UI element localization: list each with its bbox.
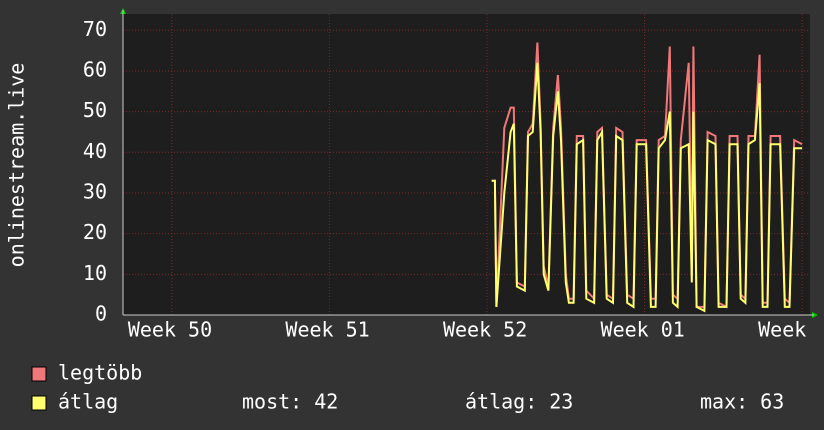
legend-label: átlag — [58, 390, 118, 414]
y-tick-label: 60 — [83, 57, 107, 81]
legend-label: legtöbb — [58, 361, 142, 385]
stat-label: átlag: — [465, 390, 537, 414]
y-tick-label: 10 — [83, 261, 107, 285]
stat-label: most: — [242, 390, 302, 414]
x-tick-label: Week — [758, 318, 806, 342]
y-tick-label: 40 — [83, 139, 107, 163]
legend-swatch — [31, 366, 47, 382]
y-tick-label: 0 — [95, 302, 107, 326]
series-line — [491, 62, 803, 313]
legend-swatch — [31, 395, 47, 411]
stat-label: max: — [700, 390, 748, 414]
axis-arrow — [812, 312, 818, 318]
x-tick-label: Week 52 — [443, 318, 527, 342]
y-tick-label: 20 — [83, 220, 107, 244]
x-tick-label: Week 51 — [285, 318, 369, 342]
y-tick-label: 50 — [83, 98, 107, 122]
stat-value: 63 — [760, 390, 784, 414]
y-axis-label: onlinestream.live — [5, 63, 29, 268]
y-tick-label: 70 — [83, 17, 107, 41]
x-tick-label: Week 01 — [601, 318, 685, 342]
stat-value: 23 — [549, 390, 573, 414]
y-tick-label: 30 — [83, 179, 107, 203]
x-tick-label: Week 50 — [128, 318, 212, 342]
stat-value: 42 — [314, 390, 338, 414]
